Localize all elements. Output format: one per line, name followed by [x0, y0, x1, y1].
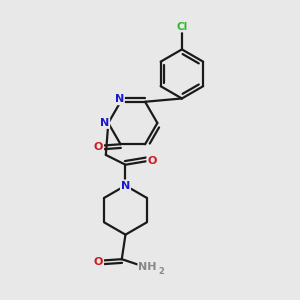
Text: N: N	[121, 181, 130, 190]
Text: O: O	[94, 256, 103, 267]
Text: O: O	[147, 156, 157, 166]
Text: N: N	[121, 181, 130, 190]
Text: O: O	[94, 142, 103, 152]
Text: 2: 2	[159, 267, 164, 276]
Text: N: N	[100, 118, 109, 128]
Text: Cl: Cl	[176, 22, 188, 32]
Text: N: N	[115, 94, 124, 104]
Text: NH: NH	[138, 262, 157, 272]
